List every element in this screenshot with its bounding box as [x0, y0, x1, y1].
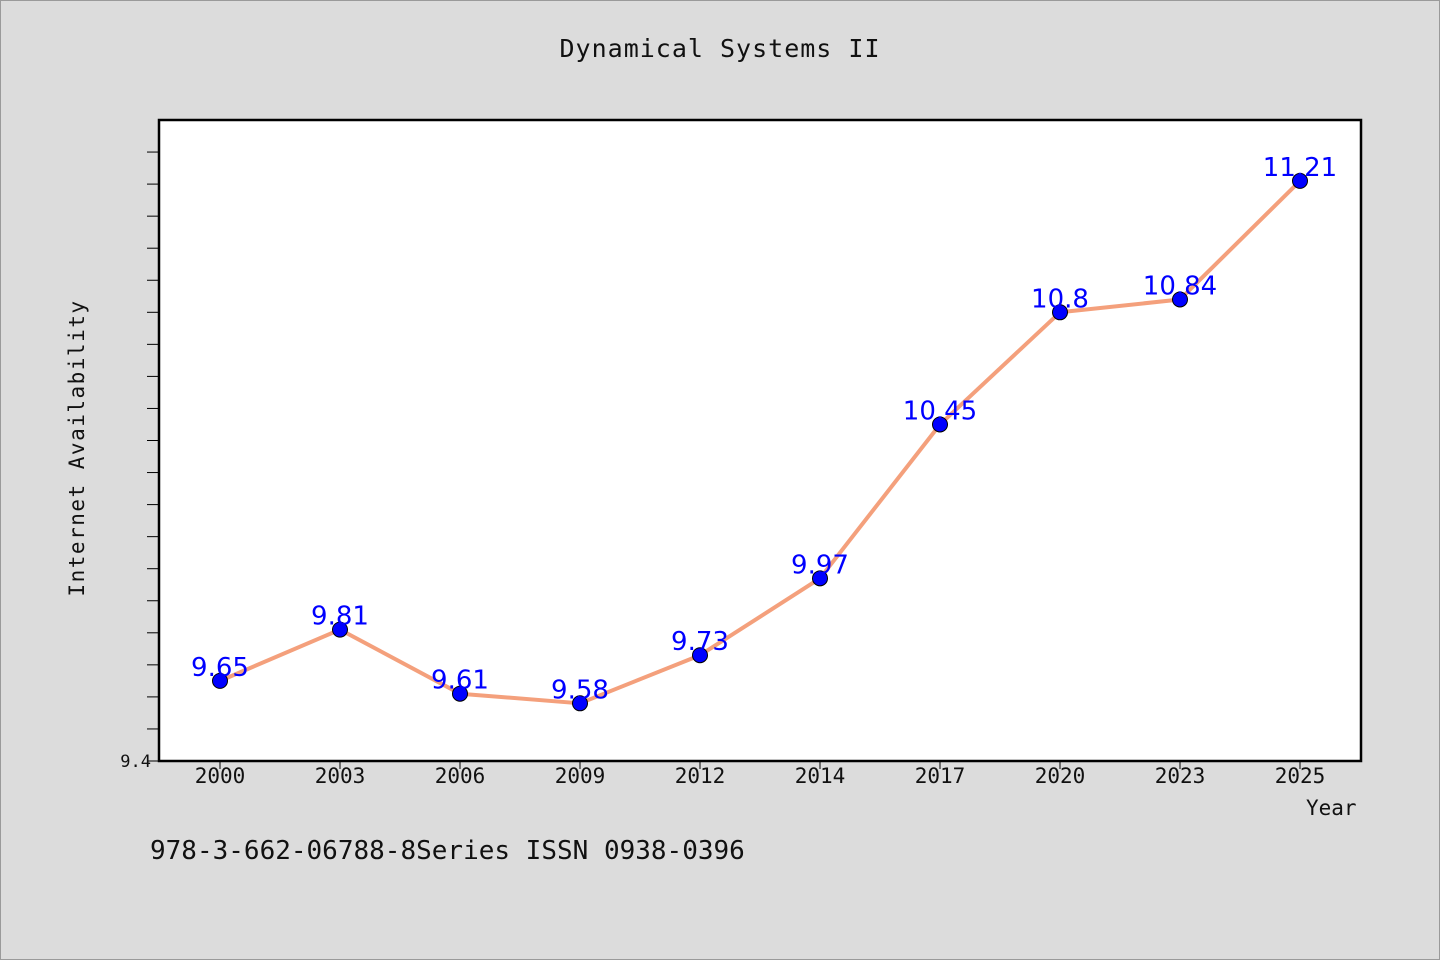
x-tick-label: 2003 — [315, 764, 366, 788]
chart-title: Dynamical Systems II — [559, 34, 881, 63]
x-axis-label: Year — [1306, 796, 1357, 820]
data-point — [332, 621, 348, 638]
x-tick-label: 2023 — [1155, 764, 1206, 788]
x-tick-label: 2020 — [1035, 764, 1086, 788]
y-axis-ticks: 9.4 — [120, 151, 159, 772]
x-tick-label: 2012 — [675, 764, 726, 788]
data-label: 11.21 — [1263, 153, 1337, 183]
series-group — [212, 172, 1308, 712]
data-label: 9.65 — [191, 653, 249, 683]
data-label: 10.8 — [1031, 284, 1089, 314]
x-tick-label: 2009 — [555, 764, 606, 788]
x-tick-label: 2017 — [915, 764, 966, 788]
plot-area — [157, 118, 1363, 763]
data-label: 9.97 — [791, 550, 849, 580]
data-point — [452, 685, 468, 702]
data-point — [572, 695, 588, 712]
y-tick-label: 9.4 — [120, 752, 151, 772]
data-point — [932, 416, 948, 433]
data-point — [812, 570, 828, 587]
data-point — [1052, 304, 1068, 321]
data-label: 10.84 — [1143, 271, 1217, 301]
data-label: 9.61 — [431, 666, 489, 696]
data-point — [1172, 291, 1188, 308]
series-line — [218, 178, 1302, 706]
data-label: 9.81 — [311, 602, 369, 632]
data-label: 10.45 — [903, 396, 977, 426]
data-label: 9.58 — [551, 675, 609, 705]
footer-isbn-text: 978-3-662-06788-8Series ISSN 0938-0396 — [150, 836, 745, 866]
data-point — [1292, 172, 1308, 189]
data-point — [692, 647, 708, 664]
x-axis-ticks: 2000 2003 2006 2009 2012 2014 2017 2020 2023 2025 — [195, 761, 1326, 788]
x-tick-label: 2000 — [195, 764, 246, 788]
x-tick-label: 2025 — [1275, 764, 1326, 788]
data-label: 9.73 — [671, 627, 729, 657]
data-labels-group: 9.65 9.81 9.61 9.58 9.73 9.97 10.45 10.8 10.84 11… — [191, 153, 1337, 705]
data-point — [212, 672, 228, 689]
x-tick-label: 2014 — [795, 764, 846, 788]
x-tick-label: 2006 — [435, 764, 486, 788]
